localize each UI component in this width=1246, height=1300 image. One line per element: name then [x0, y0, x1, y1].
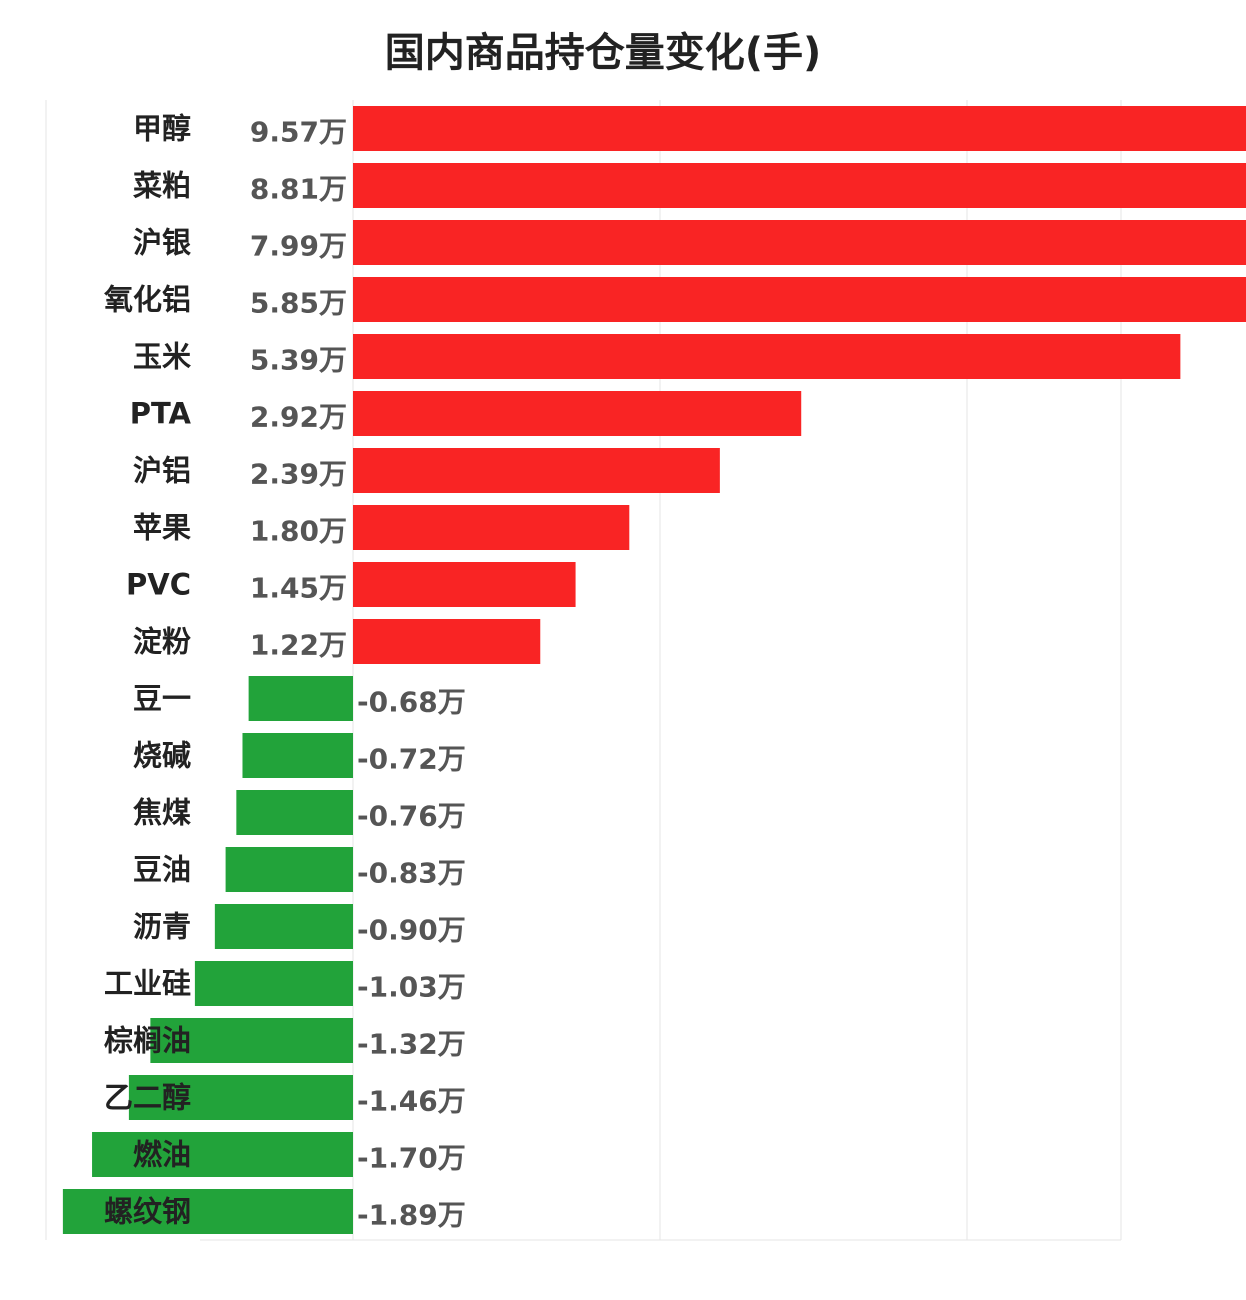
bar — [353, 448, 720, 493]
bar — [353, 619, 541, 664]
value-label: 1.45万 — [250, 572, 347, 605]
value-label: -1.70万 — [357, 1142, 466, 1175]
category-label: 豆一 — [133, 682, 191, 716]
bar — [62, 1189, 353, 1234]
category-label: 燃油 — [133, 1138, 191, 1172]
bar — [353, 505, 630, 550]
category-label: 豆油 — [133, 853, 191, 887]
value-label: 7.99万 — [250, 230, 347, 263]
bars-layer — [62, 106, 1246, 1234]
bar — [353, 334, 1181, 379]
category-label: 沪银 — [133, 226, 191, 260]
bar — [225, 847, 353, 892]
bar — [248, 676, 353, 721]
value-label: 9.57万 — [250, 116, 347, 149]
value-label: -0.72万 — [357, 743, 466, 776]
bar — [194, 961, 353, 1006]
value-label: -1.46万 — [357, 1085, 466, 1118]
category-label: 焦煤 — [133, 796, 191, 830]
value-label: 5.39万 — [250, 344, 347, 377]
value-label: -1.89万 — [357, 1199, 466, 1232]
value-label: 2.39万 — [250, 458, 347, 491]
value-label: 8.81万 — [250, 173, 347, 206]
category-label: 沥青 — [133, 910, 191, 944]
value-labels: 9.57万 8.81万 7.99万 5.85万 5.39万 2.92万 2.39万 1.80万… — [250, 116, 466, 1232]
category-label: PVC — [126, 568, 191, 602]
bar — [128, 1075, 353, 1120]
grid-layer — [45, 100, 1122, 1241]
value-label: -0.68万 — [357, 686, 466, 719]
value-label: 1.22万 — [250, 629, 347, 662]
category-label: 乙二醇 — [104, 1081, 191, 1115]
bar — [353, 163, 1246, 208]
chart-title: 国内商品持仓量变化(手) — [384, 30, 822, 76]
category-label: 烧碱 — [133, 739, 191, 773]
category-label: 菜粕 — [133, 169, 191, 203]
bar — [353, 562, 576, 607]
category-label: 沪铝 — [133, 454, 191, 488]
category-label: 螺纹钢 — [104, 1195, 191, 1229]
value-label: -0.76万 — [357, 800, 466, 833]
bar — [242, 733, 353, 778]
category-label: 甲醇 — [133, 112, 191, 146]
value-label: -0.90万 — [357, 914, 466, 947]
bar — [353, 277, 1246, 322]
value-label: -1.32万 — [357, 1028, 466, 1061]
bar — [92, 1132, 354, 1177]
bar — [214, 904, 353, 949]
bar — [236, 790, 353, 835]
category-label: 淀粉 — [133, 625, 191, 659]
category-label: 氧化铝 — [103, 283, 191, 317]
category-label: PTA — [130, 397, 192, 431]
value-label: 2.92万 — [250, 401, 347, 434]
category-label: 工业硅 — [104, 967, 191, 1001]
value-label: -0.83万 — [357, 857, 466, 890]
bar — [353, 391, 802, 436]
value-label: 1.80万 — [250, 515, 347, 548]
value-label: 5.85万 — [250, 287, 347, 320]
category-label: 棕榈油 — [104, 1024, 191, 1058]
value-label: -1.03万 — [357, 971, 466, 1004]
bar — [353, 220, 1246, 265]
bar — [150, 1018, 353, 1063]
category-label: 苹果 — [133, 511, 191, 545]
category-label: 玉米 — [133, 340, 191, 374]
bar — [353, 106, 1246, 151]
